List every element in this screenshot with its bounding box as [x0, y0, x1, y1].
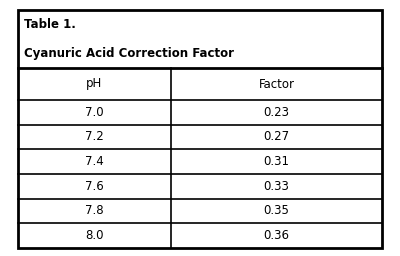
- Text: 0.27: 0.27: [263, 131, 290, 144]
- Text: Table 1.: Table 1.: [24, 17, 76, 30]
- Text: 7.0: 7.0: [85, 106, 104, 119]
- Text: 0.33: 0.33: [264, 180, 289, 193]
- Text: 7.2: 7.2: [85, 131, 104, 144]
- Text: 7.8: 7.8: [85, 205, 104, 218]
- Text: Factor: Factor: [258, 78, 294, 91]
- Text: 0.36: 0.36: [264, 229, 290, 242]
- Text: 8.0: 8.0: [85, 229, 104, 242]
- Text: 0.35: 0.35: [264, 205, 289, 218]
- Text: pH: pH: [86, 78, 102, 91]
- Text: 7.4: 7.4: [85, 155, 104, 168]
- Text: 7.6: 7.6: [85, 180, 104, 193]
- Text: Cyanuric Acid Correction Factor: Cyanuric Acid Correction Factor: [24, 48, 234, 60]
- Text: 0.23: 0.23: [264, 106, 290, 119]
- Text: 0.31: 0.31: [264, 155, 290, 168]
